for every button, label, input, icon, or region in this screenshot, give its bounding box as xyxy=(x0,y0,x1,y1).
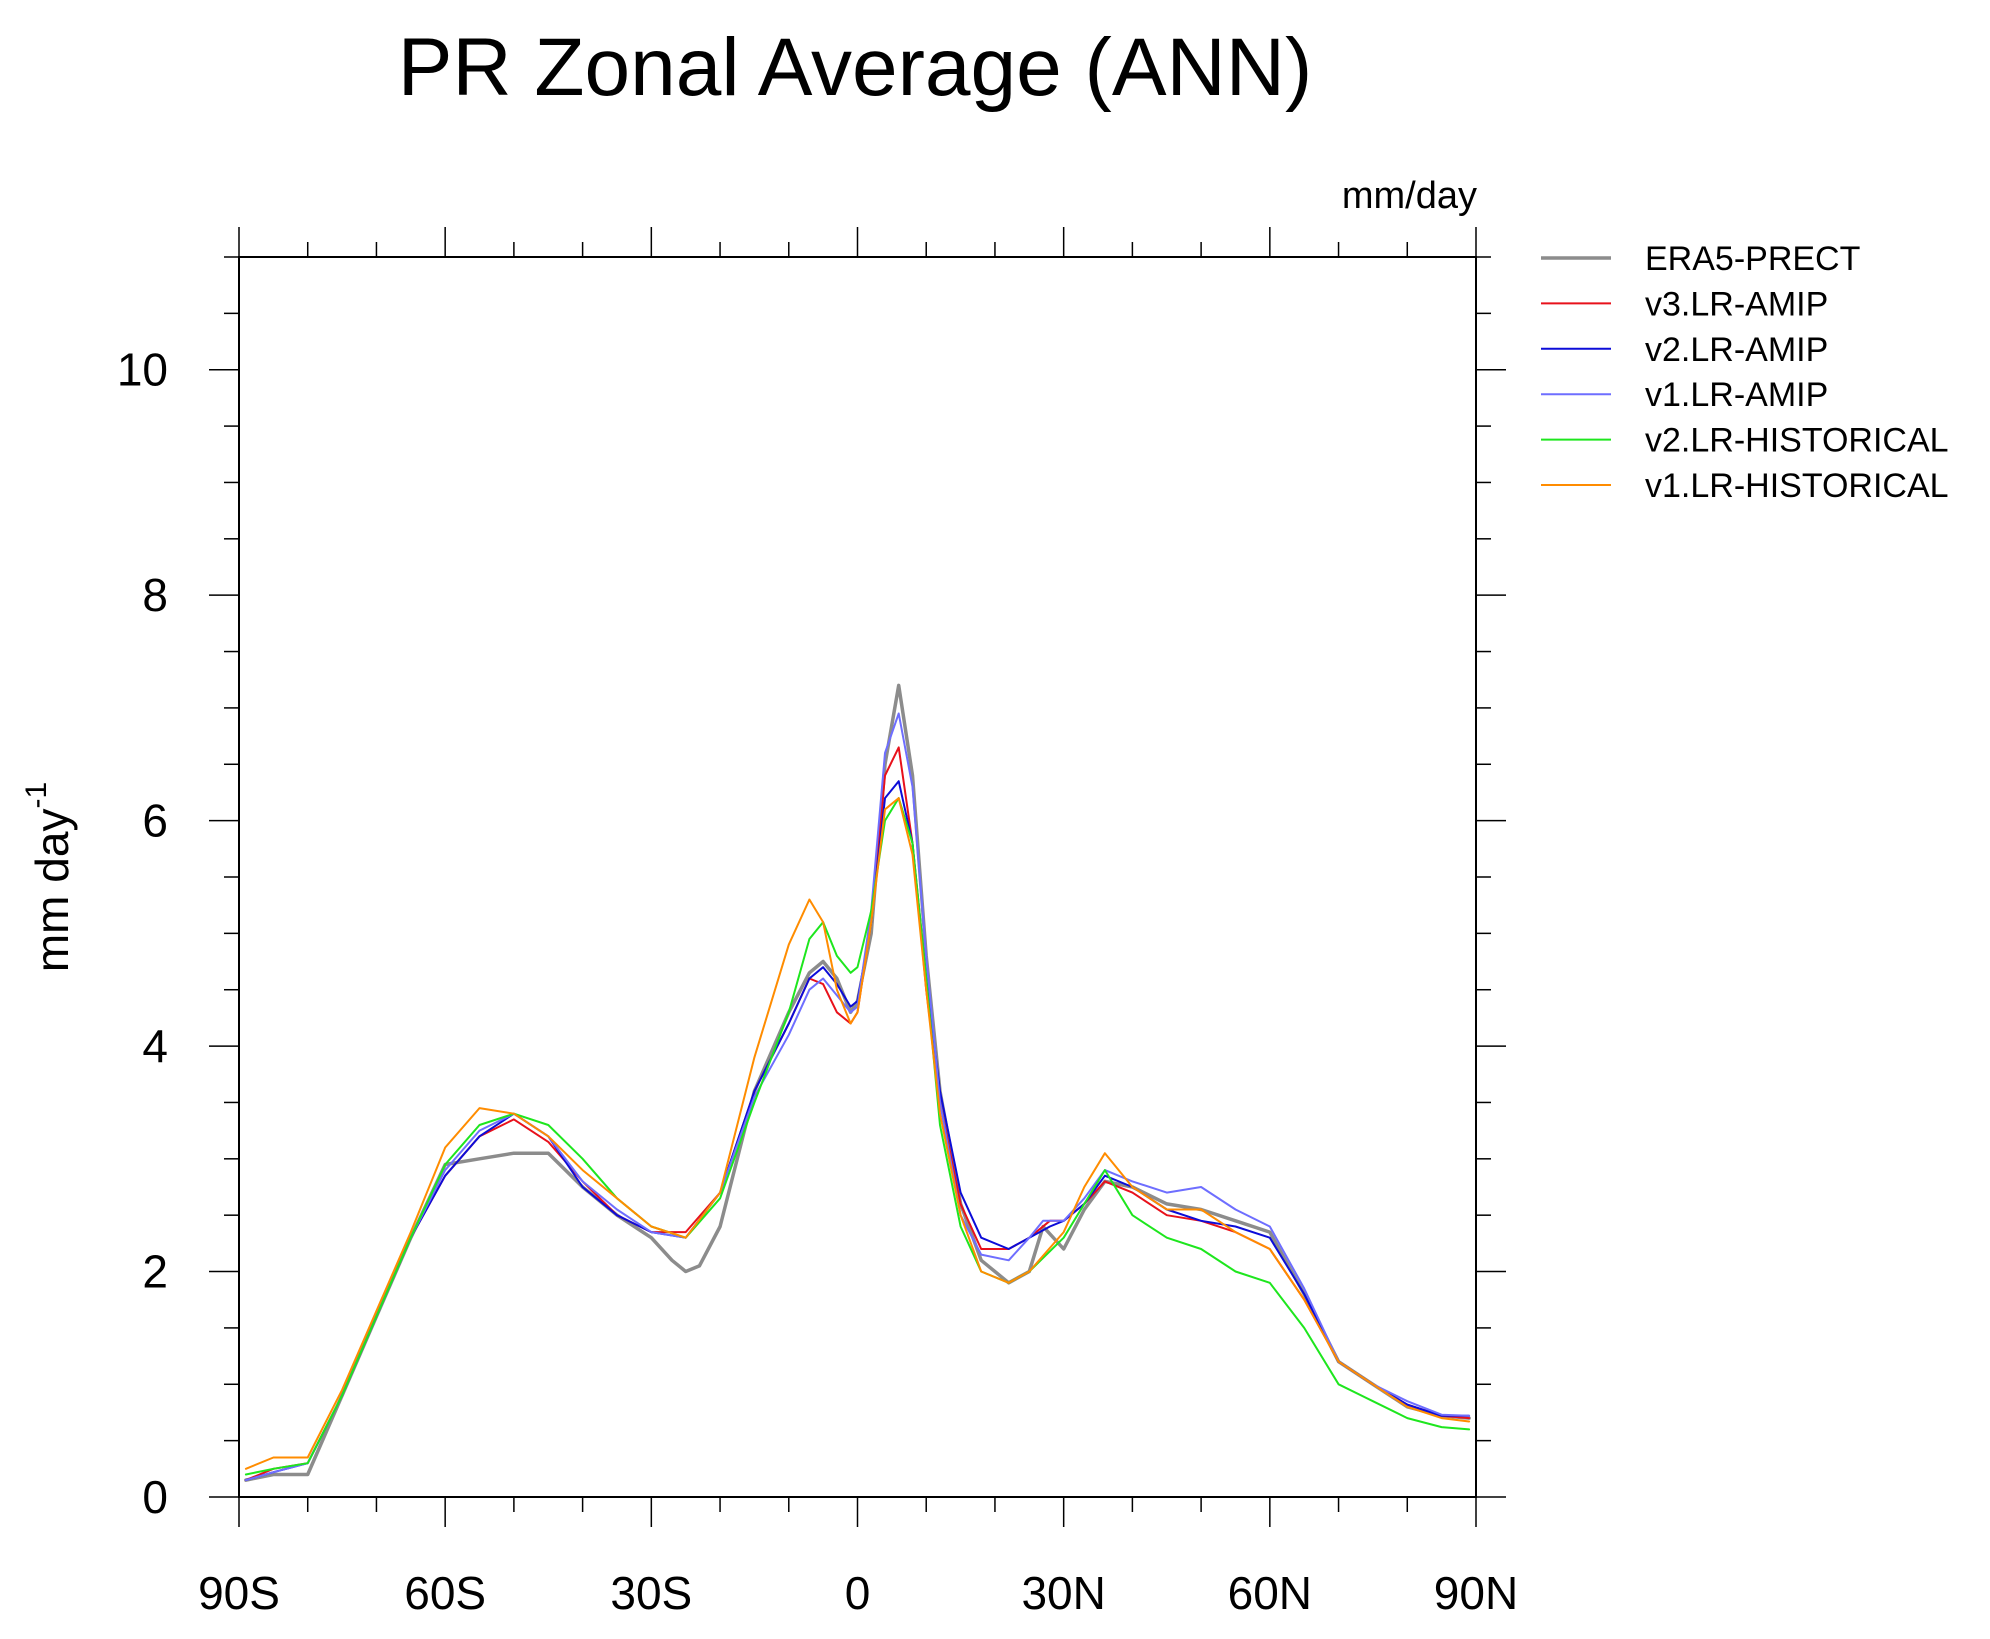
series-line-v2-lr-amip xyxy=(244,780,1471,1482)
plot-frame xyxy=(238,256,1477,1498)
legend: ERA5-PRECT v3.LR-AMIP v2.LR-AMIP v1.LR-AMIP… xyxy=(1541,240,1949,505)
legend-label: ERA5-PRECT xyxy=(1645,240,1860,278)
y-tick-label: 10 xyxy=(117,344,168,396)
series-line-v2-lr-historical xyxy=(244,797,1471,1476)
y-tick-label: 0 xyxy=(142,1471,168,1523)
y-tick-labels: 0 2 4 6 8 10 xyxy=(117,344,168,1523)
x-tick-label: 30S xyxy=(610,1567,692,1619)
units-label: mm/day xyxy=(1342,175,1477,217)
y-axis-label: mm day-1 xyxy=(20,782,78,972)
y-axis-label-exponent: -1 xyxy=(20,782,53,809)
x-tick-label: 30N xyxy=(1021,1567,1105,1619)
legend-label: v2.LR-AMIP xyxy=(1645,331,1828,369)
x-tick-label: 60S xyxy=(404,1567,486,1619)
y-axis-label-text: mm day xyxy=(26,809,78,973)
series-line-v1-lr-amip xyxy=(244,712,1471,1482)
y-tick-label: 6 xyxy=(142,795,168,847)
x-tick-label: 60N xyxy=(1228,1567,1312,1619)
series-line-v1-lr-historical xyxy=(244,797,1471,1470)
legend-label: v1.LR-AMIP xyxy=(1645,376,1828,414)
x-tick-labels: 90S 60S 30S 0 30N 60N 90N xyxy=(198,1567,1518,1619)
tick-marks xyxy=(209,227,1506,1527)
series-line-era5-prect xyxy=(244,683,1471,1482)
series-line-v3-lr-amip xyxy=(244,746,1471,1482)
legend-label: v2.LR-HISTORICAL xyxy=(1645,422,1949,460)
series-lines xyxy=(244,683,1471,1482)
legend-label: v3.LR-AMIP xyxy=(1645,285,1828,323)
legend-label: v1.LR-HISTORICAL xyxy=(1645,467,1949,505)
x-tick-label: 90S xyxy=(198,1567,280,1619)
y-tick-label: 8 xyxy=(142,569,168,621)
y-tick-label: 2 xyxy=(142,1246,168,1298)
x-tick-label: 90N xyxy=(1434,1567,1518,1619)
y-tick-label: 4 xyxy=(142,1020,168,1072)
x-tick-label: 0 xyxy=(845,1567,871,1619)
chart-title: PR Zonal Average (ANN) xyxy=(398,22,1313,113)
